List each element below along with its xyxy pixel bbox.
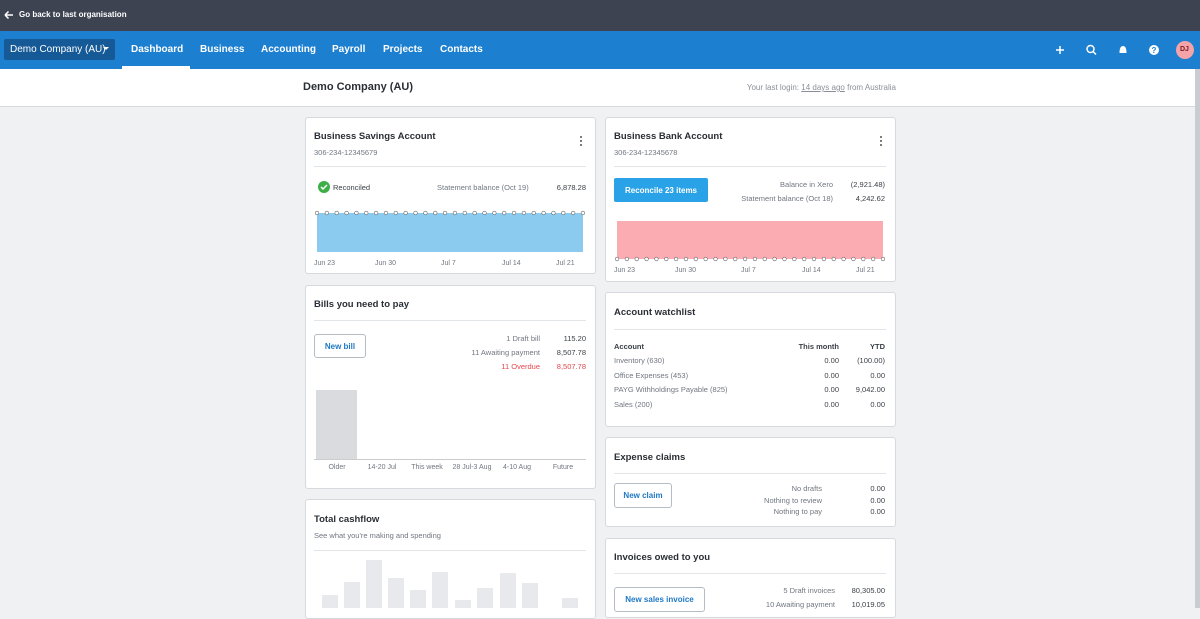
row-value: 0.00: [870, 495, 885, 505]
date-label: Jun 30: [675, 267, 697, 274]
card-title: Total cashflow: [314, 514, 380, 525]
separator: [314, 320, 586, 321]
column-header: This month: [798, 342, 839, 351]
separator: [614, 573, 886, 574]
row-label: Nothing to review: [764, 495, 822, 505]
last-login-suffix: from Australia: [847, 83, 896, 92]
card-subtitle: See what you're making and spending: [314, 531, 441, 540]
row-value: 10,019.05: [851, 599, 885, 609]
page-title: Demo Company (AU): [303, 81, 414, 93]
row-label: Nothing to pay: [773, 507, 822, 516]
nav-item[interactable]: Projects: [383, 44, 423, 55]
date-label: Jun 23: [314, 260, 336, 267]
org-switcher[interactable]: Demo Company (AU): [10, 44, 106, 55]
row-label: 5 Draft invoices: [783, 586, 835, 595]
date-label: Jul 21: [556, 260, 575, 267]
ytd: 0.00: [870, 399, 885, 409]
new-bill-button[interactable]: New bill: [314, 334, 366, 358]
category-label: Future: [552, 464, 574, 471]
ytd: 9,042.00: [855, 385, 885, 394]
new-claim-button[interactable]: New claim: [614, 483, 672, 508]
this-month: 0.00: [824, 370, 839, 380]
account-name[interactable]: Sales (200): [614, 399, 653, 409]
separator: [614, 166, 886, 167]
category-label: Older: [328, 464, 346, 471]
date-label: Jul 14: [502, 260, 521, 267]
card-title: Business Bank Account: [614, 131, 723, 142]
row-value: 8,507.78: [556, 348, 586, 357]
row-label: 10 Awaiting payment: [765, 599, 835, 609]
ytd: 0.00: [870, 370, 885, 380]
row-value: 115.20: [563, 334, 586, 343]
top-bar: [0, 0, 1200, 31]
account-number: 306-234-12345679: [314, 148, 378, 157]
header-bar: [0, 69, 1200, 107]
reconcile-button[interactable]: Reconcile 23 items: [614, 178, 708, 202]
this-month: 0.00: [824, 399, 839, 409]
separator: [314, 166, 586, 167]
row-label: 11 Overdue: [501, 362, 540, 371]
account-name[interactable]: PAYG Withholdings Payable (825): [614, 385, 728, 394]
date-label: Jun 23: [614, 267, 636, 274]
account-name[interactable]: Inventory (630): [614, 356, 665, 365]
nav-item[interactable]: Contacts: [440, 44, 483, 55]
nav-bar: [0, 31, 1200, 69]
category-label: 28 Jul-3 Aug: [452, 464, 492, 471]
last-login-prefix: Your last login:: [746, 83, 800, 92]
separator: [614, 329, 886, 330]
card-title: Business Savings Account: [314, 131, 436, 142]
date-label: Jul 7: [441, 260, 456, 267]
ytd: (100.00): [857, 356, 885, 365]
nav-item[interactable]: Accounting: [261, 44, 316, 55]
bills-card: [305, 285, 596, 489]
balance-label: Statement balance (Oct 19): [437, 183, 529, 192]
card-title: Invoices owed to you: [614, 552, 711, 563]
row-label: Balance in Xero: [780, 180, 833, 189]
back-link[interactable]: Go back to last organisation: [19, 10, 127, 19]
column-header: Account: [614, 342, 644, 351]
status: Reconciled: [333, 183, 371, 192]
row-label: Statement balance (Oct 18): [741, 194, 833, 203]
date-label: Jul 21: [856, 267, 875, 274]
new-invoice-button[interactable]: New sales invoice: [614, 587, 705, 612]
avatar[interactable]: DJ: [1180, 46, 1189, 53]
column-header: YTD: [870, 342, 885, 351]
watchlist-card: [605, 292, 896, 427]
row-value: 80,305.00: [851, 586, 885, 595]
card-title: Account watchlist: [614, 307, 696, 318]
row-label: 11 Awaiting payment: [471, 348, 540, 357]
row-label: No drafts: [791, 484, 822, 493]
nav-item[interactable]: Business: [200, 44, 245, 55]
category-label: 4-10 Aug: [502, 464, 532, 471]
this-month: 0.00: [824, 385, 839, 394]
row-label: 1 Draft bill: [506, 334, 540, 343]
last-login-link[interactable]: 14 days ago: [801, 83, 845, 92]
balance: 6,878.28: [556, 183, 586, 192]
card-title: Bills you need to pay: [314, 299, 410, 310]
row-value: 0.00: [870, 484, 885, 493]
nav-item[interactable]: Dashboard: [131, 44, 184, 55]
date-label: Jul 7: [741, 267, 756, 274]
account-number: 306-234-12345678: [614, 148, 678, 157]
date-label: Jun 30: [375, 260, 397, 267]
nav-item[interactable]: Payroll: [332, 44, 366, 55]
row-value: 0.00: [870, 507, 885, 516]
expenses-card: [605, 437, 896, 527]
row-value: 4,242.62: [855, 194, 885, 203]
category-label: 14-20 Jul: [367, 464, 397, 471]
this-month: 0.00: [824, 356, 839, 365]
category-label: This week: [411, 464, 443, 471]
separator: [614, 473, 886, 474]
row-value: (2,921.48): [850, 180, 885, 189]
last-login: Your last login: 14 days ago from Austra…: [747, 83, 896, 92]
row-value: 8,507.78: [556, 362, 586, 371]
account-name[interactable]: Office Expenses (453): [614, 370, 689, 380]
date-label: Jul 14: [802, 267, 821, 274]
scrollbar: [1195, 69, 1200, 608]
card-title: Expense claims: [614, 452, 686, 463]
